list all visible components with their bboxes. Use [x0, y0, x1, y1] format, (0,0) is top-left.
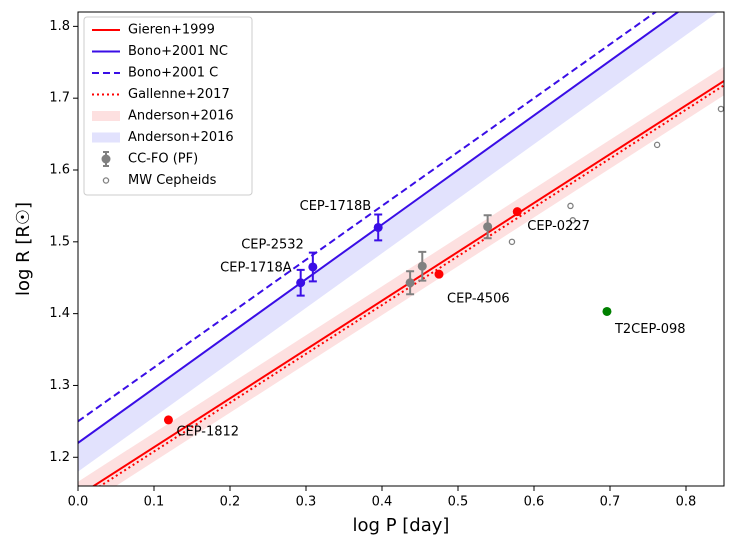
band [78, 66, 724, 486]
y-axis-label: log R [R☉] [13, 202, 34, 296]
x-tick-label: 0.2 [220, 495, 241, 510]
point [567, 202, 574, 210]
x-tick-label: 0.6 [524, 495, 545, 510]
x-tick-label: 0.1 [144, 495, 165, 510]
point-label: CEP-1718A [220, 260, 292, 275]
point [417, 261, 427, 271]
legend-label: CC-FO (PF) [128, 152, 198, 167]
y-tick-label: 1.8 [49, 19, 70, 34]
point-label: CEP-4506 [447, 292, 510, 307]
point [296, 278, 306, 288]
legend: Gieren+1999 Bono+2001 NC Bono+2001 C Gallen… [83, 16, 253, 196]
point [717, 105, 724, 113]
point [373, 222, 383, 232]
legend-box [83, 16, 253, 196]
legend-marker [101, 154, 111, 164]
legend-marker [102, 177, 110, 184]
x-tick-label: 0.3 [296, 495, 317, 510]
y-tick-label: 1.5 [49, 234, 70, 249]
point [405, 278, 415, 288]
point [483, 222, 493, 232]
legend-patch [92, 111, 120, 121]
legend-label: Anderson+2016 [128, 109, 234, 124]
y-tick-label: 1.7 [49, 91, 70, 106]
point [653, 141, 661, 149]
y-tick-label: 1.2 [49, 450, 70, 465]
x-tick-label: 0.8 [676, 495, 697, 510]
point [308, 262, 318, 272]
point-label: CEP-1718B [300, 199, 372, 214]
plot-frame [77, 11, 725, 487]
y-tick-label: 1.3 [49, 378, 70, 393]
x-tick-label: 0.4 [372, 495, 393, 510]
legend-label: Bono+2001 C [128, 66, 218, 81]
fit-line [91, 80, 724, 486]
point [434, 269, 444, 279]
fit-line [78, 12, 680, 444]
point [569, 217, 577, 224]
point-label: CEP-0227 [527, 219, 590, 234]
point [163, 415, 173, 425]
point-label: T2CEP-098 [614, 322, 686, 337]
legend-label: Bono+2001 NC [128, 44, 228, 59]
y-tick-label: 1.6 [49, 163, 70, 178]
legend-label: Gallenne+2017 [128, 87, 230, 102]
x-tick-label: 0.0 [68, 495, 89, 510]
point [602, 306, 612, 316]
x-tick-label: 0.7 [600, 495, 621, 510]
legend-label: MW Cepheids [128, 173, 217, 188]
plot-area [78, 12, 724, 486]
band [78, 12, 719, 472]
x-axis-label: log P [day] [353, 515, 450, 536]
legend-patch [92, 132, 120, 143]
point [512, 207, 522, 217]
point-label: CEP-1812 [176, 424, 239, 439]
legend-label: Gieren+1999 [128, 23, 215, 38]
legend-label: Anderson+2016 [128, 130, 234, 145]
point-label: CEP-2532 [241, 237, 304, 252]
y-tick-label: 1.4 [49, 306, 70, 321]
x-tick-label: 0.5 [448, 495, 469, 510]
point [508, 238, 516, 246]
